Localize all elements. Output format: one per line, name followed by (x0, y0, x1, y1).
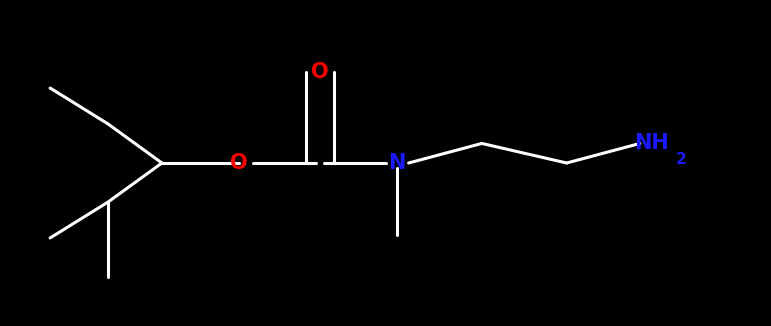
Text: N: N (389, 153, 406, 173)
Text: O: O (311, 62, 328, 82)
Text: O: O (231, 153, 247, 173)
Text: NH: NH (634, 133, 669, 154)
Text: 2: 2 (675, 152, 686, 167)
